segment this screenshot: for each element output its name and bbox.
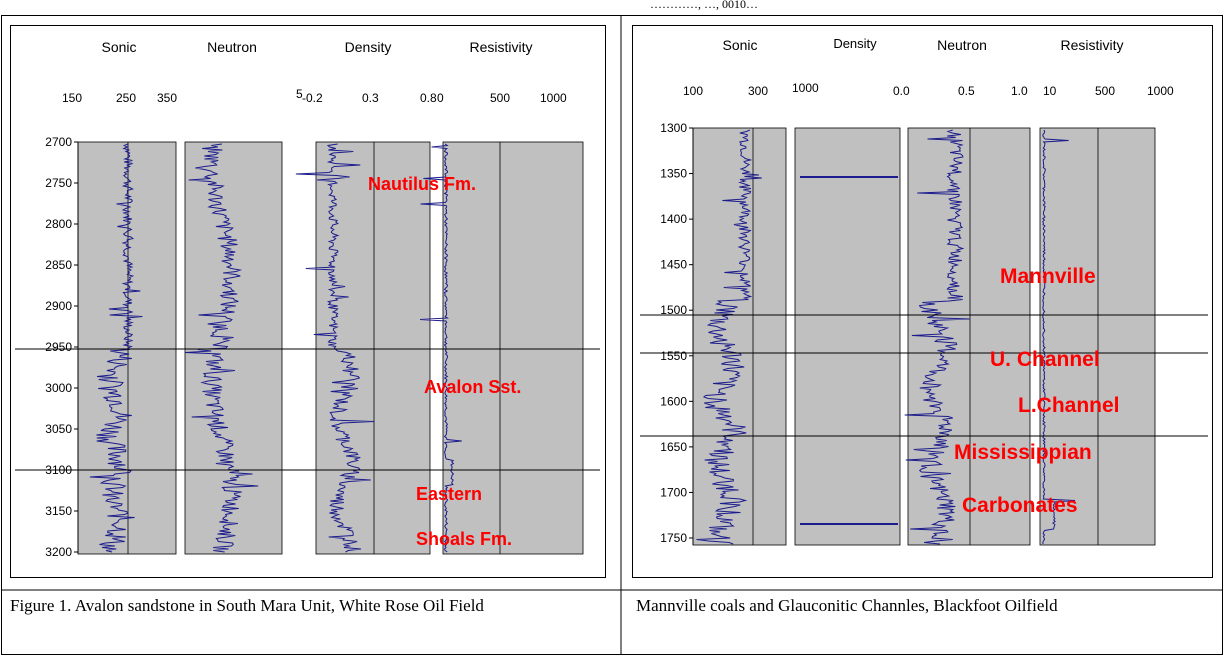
left-track-neutron: [184, 141, 283, 555]
right-scale-label: 1000: [792, 81, 819, 95]
formation-label-carbonates: Carbonates: [962, 494, 1078, 517]
left-depth-label: 2750: [45, 176, 72, 190]
resistivity-curve-right: [1042, 129, 1076, 545]
formation-label-shoals: Shoals Fm.: [416, 529, 512, 549]
left-depth-label: 3000: [45, 381, 72, 395]
left-log-curves: [89, 143, 462, 553]
left-depth-label: 2700: [45, 135, 72, 149]
left-annotations: Nautilus Fm. Avalon Sst. Eastern Shoals …: [368, 174, 521, 549]
right-caption: Mannville coals and Glauconitic Channles…: [636, 596, 1058, 615]
left-scale-label: 1000: [540, 91, 567, 105]
left-scale-label: 150: [62, 91, 82, 105]
left-scale-label: 0: [437, 91, 444, 105]
left-scale-labels: 150 250 350 5 -0.2 0.3 0.8 0 500 1000: [62, 87, 567, 105]
left-track-sonic: [77, 141, 177, 555]
neutron-curve-right: [904, 129, 970, 545]
right-scale-label: 1000: [1147, 84, 1174, 98]
left-scale-label: 250: [116, 91, 136, 105]
right-log-curves: [696, 129, 1076, 545]
right-track-density: [794, 127, 901, 546]
right-track-title-resistivity: Resistivity: [1060, 37, 1123, 53]
right-depth-label: 1650: [660, 440, 687, 454]
left-track-density: [315, 141, 431, 555]
right-scale-label: 500: [1095, 84, 1115, 98]
right-track-title-density: Density: [833, 36, 877, 51]
formation-label-l-channel: L.Channel: [1018, 394, 1120, 417]
right-track-sonic: [692, 127, 787, 546]
formation-label-u-channel: U. Channel: [990, 348, 1100, 371]
left-track-title-resistivity: Resistivity: [469, 39, 532, 55]
right-depth-label: 1750: [660, 531, 687, 545]
left-depth-label: 2900: [45, 299, 72, 313]
left-figure: Sonic Neutron Density Resistivity 150 25…: [10, 25, 606, 578]
density-curve-left: [295, 143, 374, 553]
top-cut-text: …………, …, 0010…: [650, 0, 758, 11]
right-scale-label: 0.5: [958, 84, 975, 98]
right-scale-label: 300: [748, 84, 768, 98]
right-depth-label: 1600: [660, 394, 687, 408]
left-scale-label: 350: [157, 91, 177, 105]
right-track-title-neutron: Neutron: [937, 37, 987, 53]
right-scale-label: 10: [1043, 84, 1057, 98]
left-caption: Figure 1. Avalon sandstone in South Mara…: [10, 596, 484, 615]
right-depth-label: 1700: [660, 485, 687, 499]
right-figure: Sonic Density Neutron Resistivity 100 30…: [632, 25, 1213, 578]
right-depth-label: 1400: [660, 212, 687, 226]
left-scale-label: 500: [490, 91, 510, 105]
resistivity-curve-left: [420, 143, 462, 553]
neutron-curve-left: [185, 143, 259, 553]
left-depth-label: 2850: [45, 258, 72, 272]
formation-label-mississippian: Mississippian: [954, 441, 1092, 464]
right-scale-labels: 100 300 1000 0.0 0.5 1.0 10 500 1000: [683, 81, 1174, 98]
left-track-title-density: Density: [345, 39, 392, 55]
right-track-title-sonic: Sonic: [722, 37, 757, 53]
right-depth-label: 1450: [660, 258, 687, 272]
right-depth-labels: 1300 1350 1400 1450 1500 1550 1600 1650 1700 1750: [660, 121, 693, 545]
left-depth-label: 3150: [45, 504, 72, 518]
sonic-curve-right: [696, 129, 762, 545]
formation-label-eastern: Eastern: [416, 484, 482, 504]
left-depth-label: 2800: [45, 217, 72, 231]
left-scale-label: 5: [296, 87, 303, 101]
right-scale-label: 0.0: [893, 84, 910, 98]
right-annotations: Mannville U. Channel L.Channel Mississip…: [954, 265, 1120, 517]
formation-label-mannville: Mannville: [1000, 265, 1096, 288]
right-track-resistivity: [1039, 127, 1156, 546]
left-depth-label: 2950: [45, 340, 72, 354]
left-depth-label: 3200: [45, 545, 72, 559]
right-depth-label: 1350: [660, 167, 687, 181]
table-frame: [1, 15, 1223, 655]
left-track-resistivity: [442, 141, 584, 555]
left-scale-label: 0.8: [420, 91, 437, 105]
right-depth-label: 1300: [660, 121, 687, 135]
right-scale-label: 1.0: [1011, 84, 1028, 98]
left-depth-labels: 2700275028002850290029503000305031003150…: [45, 135, 78, 559]
left-scale-label: 0.3: [362, 91, 379, 105]
left-track-title-neutron: Neutron: [207, 39, 257, 55]
formation-label-avalon: Avalon Sst.: [424, 377, 521, 397]
left-depth-label: 3050: [45, 422, 72, 436]
right-depth-label: 1500: [660, 303, 687, 317]
left-track-title-sonic: Sonic: [101, 39, 136, 55]
formation-label-nautilus: Nautilus Fm.: [368, 174, 476, 194]
right-scale-label: 100: [683, 84, 703, 98]
sonic-curve-left: [89, 143, 143, 553]
right-depth-label: 1550: [660, 349, 687, 363]
left-scale-label: -0.2: [302, 91, 323, 105]
